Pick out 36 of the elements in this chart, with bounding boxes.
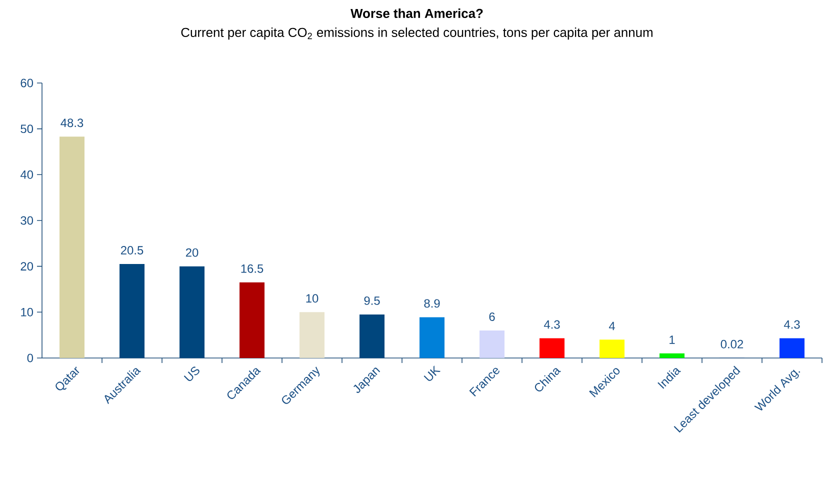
bar <box>480 330 505 358</box>
y-tick-label: 10 <box>21 308 34 316</box>
y-tick-label: 20 <box>20 262 34 271</box>
chart-subtitle: Current per capita CO$_{2}$ emissions in selected countries, tons per capita per annum <box>181 28 652 40</box>
bar <box>660 353 685 358</box>
bar <box>780 338 805 358</box>
data-label: 20 <box>186 248 198 257</box>
data-label: 6 <box>489 312 495 321</box>
chart-title: Worse than America? <box>350 8 483 18</box>
bar <box>360 314 385 358</box>
data-label: 48.3 <box>60 118 84 128</box>
bar <box>420 317 445 358</box>
y-tick-label: 60 <box>20 78 34 88</box>
bar <box>540 338 565 358</box>
data-label: 4.3 <box>784 320 800 329</box>
y-tick-label: 30 <box>20 216 34 225</box>
data-label: 1 <box>670 336 675 344</box>
y-tick-label: 40 <box>20 170 34 179</box>
data-label: 9.5 <box>364 296 380 305</box>
data-label: 4.3 <box>544 320 560 329</box>
y-tick-label: 50 <box>20 124 34 134</box>
bar <box>180 266 205 358</box>
bar <box>600 340 625 358</box>
data-label: 0.02 <box>720 340 744 348</box>
bar <box>120 264 145 358</box>
y-tick-label: 0 <box>27 354 34 362</box>
data-label: 20.5 <box>120 246 144 255</box>
data-label: 10 <box>306 294 318 303</box>
data-label: 16.5 <box>241 264 264 273</box>
bar <box>60 136 85 358</box>
bar <box>240 282 265 358</box>
data-label: 8.9 <box>424 299 440 308</box>
bar <box>300 312 325 358</box>
x-tick-label: US <box>184 366 200 381</box>
x-tick-label: UK <box>424 366 441 381</box>
data-label: 4 <box>608 322 615 330</box>
